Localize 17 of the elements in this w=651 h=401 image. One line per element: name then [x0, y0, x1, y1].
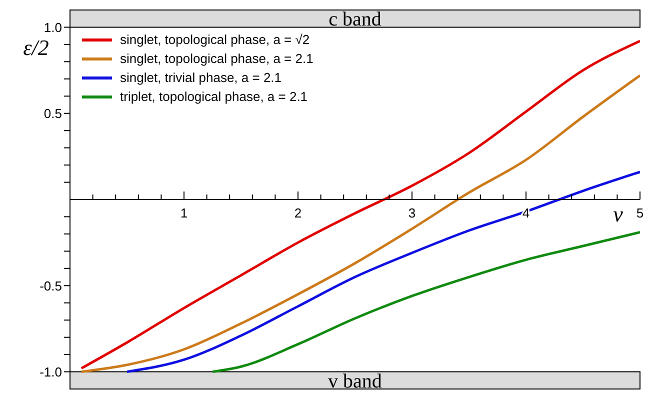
- y-tick-label: 1.0: [44, 20, 62, 35]
- band-label: c band: [328, 8, 382, 31]
- x-tick-label: 3: [408, 206, 416, 220]
- band-label: v band: [328, 370, 382, 392]
- legend-label: singlet, topological phase, a = 2.1: [120, 50, 314, 68]
- x-axis-title: v: [613, 202, 624, 226]
- x-tick-label: 1: [180, 206, 188, 220]
- y-tick-label: 0.5: [44, 106, 62, 121]
- y-axis-title: ε/2: [23, 35, 49, 60]
- x-tick-label: 5: [636, 206, 644, 220]
- legend-label: triplet, topological phase, a = 2.1: [120, 88, 308, 106]
- y-tick-label: -0.5: [40, 278, 62, 294]
- legend-label: singlet, topological phase, a = √2: [120, 31, 310, 49]
- line-series: [211, 230, 640, 374]
- legend-label: singlet, trivial phase, a = 2.1: [120, 69, 282, 87]
- x-tick-label: 2: [294, 206, 302, 220]
- y-tick-label: -1.0: [40, 364, 62, 380]
